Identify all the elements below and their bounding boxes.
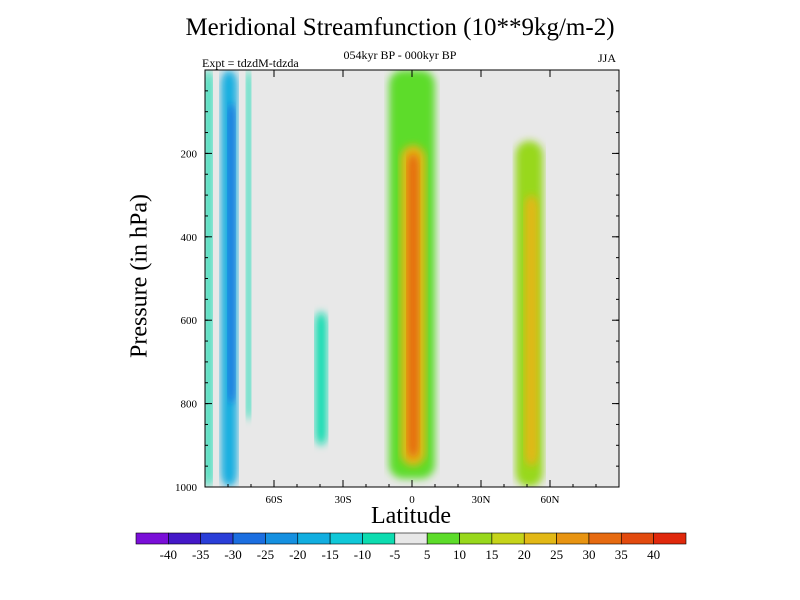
colorbar-box [426,532,460,545]
colorbar-box [200,532,234,545]
field-region [407,153,419,458]
colorbar-label: -10 [354,547,371,562]
field-region [458,145,486,362]
y-tick-label: 800 [181,399,198,411]
colorbar-label: 25 [550,547,563,562]
colorbar-label: 10 [453,547,466,562]
colorbar-box [491,532,525,545]
y-tick-label: 1000 [175,482,198,494]
colorbar-label: -40 [160,547,177,562]
colorbar-box [362,532,396,545]
colorbar-label: 5 [424,547,431,562]
chart-subtitle: 054kyr BP - 000kyr BP [343,48,457,62]
colorbar-box [135,532,169,545]
x-tick-label: 60N [541,494,560,506]
axes: 60S 30S 0 30N 60N 200 400 600 800 1000 [175,70,619,506]
colorbar-label: 35 [615,547,628,562]
colorbar-label: -20 [289,547,306,562]
colorbar-box [459,532,493,545]
colorbar-box [556,532,590,545]
colorbar-box [297,532,331,545]
colorbar-box [329,532,363,545]
colorbar-box [588,532,622,545]
y-tick-label: 200 [181,148,198,160]
colorbar-label: -35 [192,547,209,562]
colorbar-label: -5 [389,547,400,562]
colorbar-box [523,532,557,545]
colorbar-label: 15 [485,547,498,562]
colorbar-label: -30 [224,547,241,562]
y-tick-label: 400 [181,232,198,244]
field-region [524,195,539,467]
colorbar-box [232,532,266,545]
season-label: JJA [598,51,617,65]
contour-field [205,70,544,487]
field-region [315,311,327,446]
colorbar-box [653,532,687,545]
x-tick-label: 60S [265,494,282,506]
colorbar-label: -25 [257,547,274,562]
y-tick-label: 600 [181,315,198,327]
colorbar-box [394,532,428,545]
field-region [246,70,251,421]
x-tick-label: 30S [334,494,351,506]
x-tick-label: 0 [409,494,415,506]
x-axis-label: Latitude [371,503,451,529]
chart-title: Meridional Streamfunction (10**9kg/m-2) [185,14,615,41]
experiment-label: Expt = tdzdM-tdzda [202,56,299,70]
field-region [228,103,235,404]
colorbar-label: 40 [647,547,660,562]
colorbar: -40 -35 -30 -25 -20 -15 -10 -5 5 10 15 20 25 30 35 40 [135,532,687,562]
colorbar-box [620,532,654,545]
colorbar-label: 20 [518,547,531,562]
x-tick-label: 30N [472,494,491,506]
colorbar-box [265,532,299,545]
colorbar-label: -15 [321,547,338,562]
colorbar-box [168,532,202,545]
colorbar-label: 30 [582,547,595,562]
